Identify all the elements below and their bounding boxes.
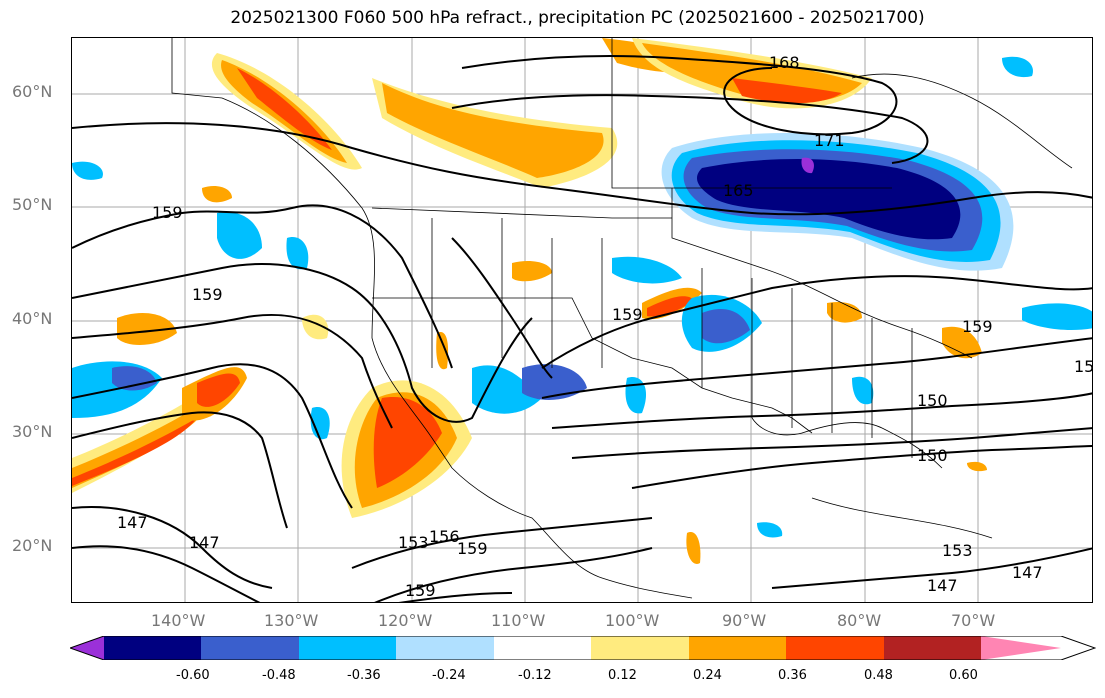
height-contours (72, 55, 1092, 602)
lon-label: 90°W (722, 611, 767, 630)
contour-label: 147 (117, 513, 148, 532)
lon-label: 100°W (605, 611, 660, 630)
colorbar-swatch (201, 636, 299, 660)
colorbar-tick: 0.36 (778, 668, 807, 683)
contour-label: 165 (723, 181, 754, 200)
colorbar-tick: 0.24 (693, 668, 722, 683)
colorbar-tick: -0.12 (518, 668, 552, 683)
colorbar-swatch (299, 636, 396, 660)
contour-label: 147 (189, 533, 220, 552)
contour-label: 153 (398, 533, 429, 552)
contour-label: 153 (1074, 357, 1093, 376)
contour-label: 159 (152, 203, 183, 222)
contour-label: 150 (917, 446, 948, 465)
lon-label: 120°W (378, 611, 433, 630)
colorbar-tick: 0.12 (608, 668, 637, 683)
colorbar-swatch (884, 636, 981, 660)
contour-label: 147 (927, 576, 958, 595)
contour-label: 159 (612, 305, 643, 324)
contour-label: 159 (405, 581, 436, 600)
colorbar-swatch (591, 636, 689, 660)
contour-label: 150 (917, 391, 948, 410)
colorbar-swatch (104, 636, 201, 660)
lat-label: 60°N (12, 82, 53, 101)
lon-label: 130°W (264, 611, 319, 630)
lat-label: 20°N (12, 536, 53, 555)
contour-label: 168 (769, 53, 800, 72)
colorbar-extend-low (70, 636, 104, 660)
colorbar-swatch (786, 636, 884, 660)
contour-label: 153 (942, 541, 973, 560)
colorbar-tick: -0.60 (176, 668, 210, 683)
colorbar-swatch (396, 636, 494, 660)
lat-label: 40°N (12, 309, 53, 328)
map-canvas: 168 171 165 159 159 159 159 153 150 150 … (72, 38, 1093, 602)
graticule (72, 38, 1092, 602)
lon-label: 110°W (491, 611, 546, 630)
contour-label: 159 (962, 317, 993, 336)
colorbar-swatch (494, 636, 591, 660)
contour-label: 156 (429, 527, 460, 546)
colorbar-tick: 0.48 (864, 668, 893, 683)
contour-label: 147 (1012, 563, 1043, 582)
colorbar-extend-high (981, 636, 1061, 660)
colorbar-tick: -0.48 (262, 668, 296, 683)
lat-label: 30°N (12, 422, 53, 441)
contour-label: 171 (814, 131, 845, 150)
colorbar (70, 636, 1096, 660)
colorbar-tick: -0.24 (432, 668, 466, 683)
colorbar-tick: 0.60 (949, 668, 978, 683)
precip-negative (72, 56, 1092, 538)
contour-labels: 168 171 165 159 159 159 159 153 150 150 … (117, 53, 1093, 600)
lon-label: 140°W (151, 611, 206, 630)
coastlines (171, 38, 1073, 599)
contour-label: 159 (457, 539, 488, 558)
lat-label: 50°N (12, 195, 53, 214)
colorbar-swatch (689, 636, 786, 660)
lon-label: 80°W (837, 611, 882, 630)
contour-label: 159 (192, 285, 223, 304)
lon-label: 70°W (951, 611, 996, 630)
map-area: 168 171 165 159 159 159 159 153 150 150 … (71, 37, 1093, 603)
map-title: 2025021300 F060 500 hPa refract., precip… (230, 8, 925, 28)
colorbar-tick: -0.36 (347, 668, 381, 683)
